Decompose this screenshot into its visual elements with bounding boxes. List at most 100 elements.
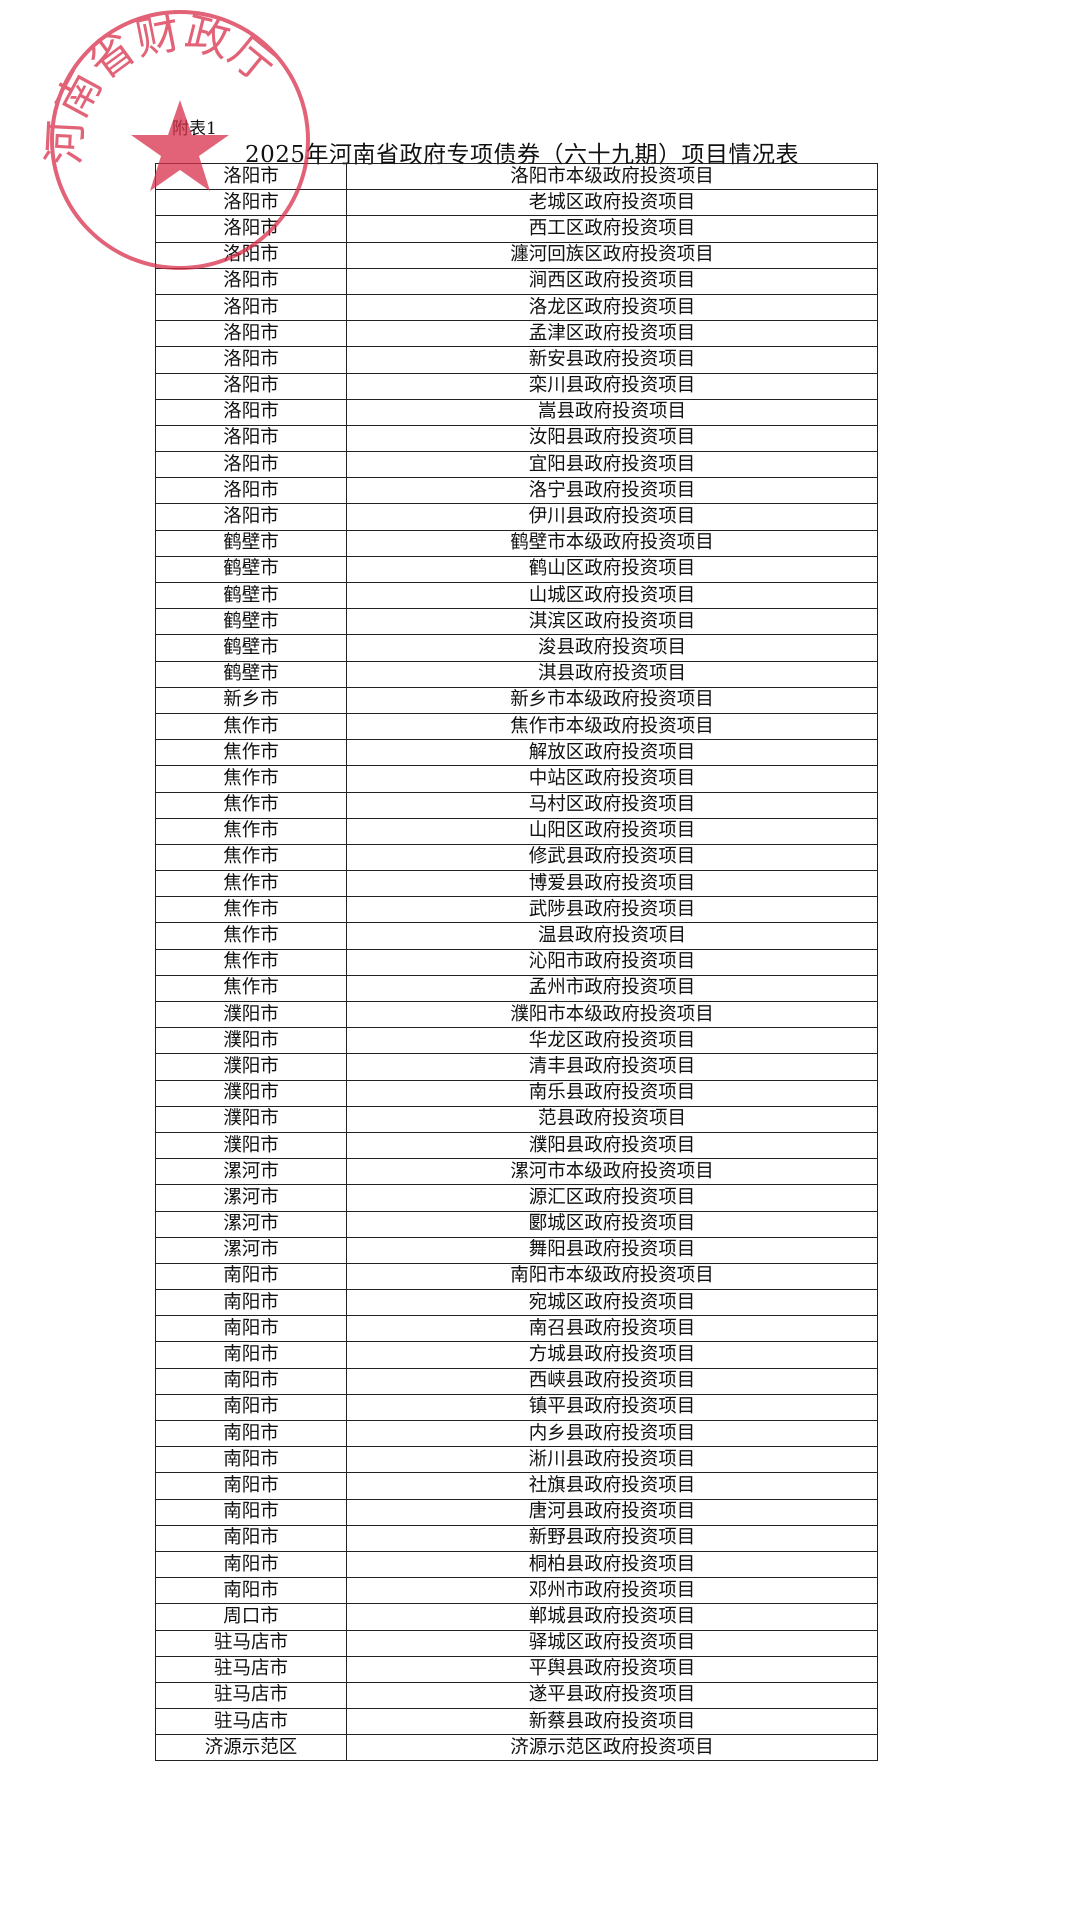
project-cell: 华龙区政府投资项目 (346, 1027, 878, 1055)
table-row: 南阳市 方城县政府投资项目 (155, 1341, 878, 1369)
city-cell: 濮阳市 (155, 1105, 347, 1133)
city-cell: 南阳市 (155, 1289, 347, 1317)
project-cell: 驿城区政府投资项目 (346, 1629, 878, 1657)
project-cell: 浚县政府投资项目 (346, 634, 878, 662)
city-cell: 洛阳市 (155, 162, 347, 191)
city-cell: 洛阳市 (155, 189, 347, 217)
city-cell: 洛阳市 (155, 372, 347, 400)
table-row: 周口市 郸城县政府投资项目 (155, 1603, 878, 1631)
table-row: 洛阳市 洛宁县政府投资项目 (155, 477, 878, 505)
table-row: 南阳市 西峡县政府投资项目 (155, 1367, 878, 1395)
project-cell: 瀍河回族区政府投资项目 (346, 241, 878, 269)
table-row: 漯河市 舞阳县政府投资项目 (155, 1236, 878, 1264)
table-row: 洛阳市 老城区政府投资项目 (155, 189, 878, 217)
table-row: 焦作市 中站区政府投资项目 (155, 765, 878, 793)
annex-label: 附表1 (172, 119, 217, 139)
table-row: 南阳市 新野县政府投资项目 (155, 1524, 878, 1552)
project-cell: 马村区政府投资项目 (346, 791, 878, 819)
table-row: 焦作市 解放区政府投资项目 (155, 739, 878, 767)
city-cell: 焦作市 (155, 765, 347, 793)
table-row: 洛阳市 伊川县政府投资项目 (155, 503, 878, 531)
table-row: 焦作市 武陟县政府投资项目 (155, 896, 878, 924)
table-row: 南阳市 淅川县政府投资项目 (155, 1446, 878, 1474)
city-cell: 濮阳市 (155, 1000, 347, 1029)
city-cell: 南阳市 (155, 1524, 347, 1552)
project-cell: 修武县政府投资项目 (346, 843, 878, 872)
city-cell: 南阳市 (155, 1262, 347, 1291)
table-row: 濮阳市 濮阳县政府投资项目 (155, 1131, 878, 1160)
project-cell: 孟州市政府投资项目 (346, 974, 878, 1003)
project-cell: 濮阳市本级政府投资项目 (346, 1000, 878, 1029)
city-cell: 焦作市 (155, 739, 347, 767)
table-row: 洛阳市 新安县政府投资项目 (155, 346, 878, 374)
city-cell: 焦作市 (155, 922, 347, 950)
city-cell: 焦作市 (155, 712, 347, 741)
project-cell: 平舆县政府投资项目 (346, 1655, 878, 1683)
city-cell: 洛阳市 (155, 241, 347, 269)
city-cell: 南阳市 (155, 1472, 347, 1500)
city-cell: 漯河市 (155, 1158, 347, 1186)
project-cell: 新安县政府投资项目 (346, 346, 878, 374)
table-row: 南阳市 南召县政府投资项目 (155, 1315, 878, 1343)
project-cell: 淅川县政府投资项目 (346, 1446, 878, 1474)
table-row: 洛阳市 涧西区政府投资项目 (155, 267, 878, 295)
city-cell: 鹤壁市 (155, 529, 347, 557)
project-cell: 洛宁县政府投资项目 (346, 477, 878, 505)
city-cell: 焦作市 (155, 896, 347, 924)
city-cell: 濮阳市 (155, 1131, 347, 1160)
table-row: 鹤壁市 淇滨区政府投资项目 (155, 608, 878, 636)
project-cell: 鹤壁市本级政府投资项目 (346, 529, 878, 557)
project-cell: 南召县政府投资项目 (346, 1315, 878, 1343)
table-row: 濮阳市 华龙区政府投资项目 (155, 1027, 878, 1055)
project-cell: 博爱县政府投资项目 (346, 870, 878, 898)
table-row: 焦作市 博爱县政府投资项目 (155, 870, 878, 898)
city-cell: 驻马店市 (155, 1629, 347, 1657)
city-cell: 洛阳市 (155, 215, 347, 243)
city-cell: 南阳市 (155, 1446, 347, 1474)
table-row: 洛阳市 宜阳县政府投资项目 (155, 451, 878, 479)
project-cell: 内乡县政府投资项目 (346, 1419, 878, 1448)
project-cell: 洛阳市本级政府投资项目 (346, 162, 878, 191)
table-row: 驻马店市 新蔡县政府投资项目 (155, 1708, 878, 1736)
project-cell: 南阳市本级政府投资项目 (346, 1262, 878, 1291)
table-row: 洛阳市 孟津区政府投资项目 (155, 320, 878, 348)
project-cell: 濮阳县政府投资项目 (346, 1131, 878, 1160)
project-cell: 清丰县政府投资项目 (346, 1053, 878, 1081)
city-cell: 洛阳市 (155, 293, 347, 322)
project-cell: 宜阳县政府投资项目 (346, 451, 878, 479)
table-row: 焦作市 温县政府投资项目 (155, 922, 878, 950)
table-row: 南阳市 南阳市本级政府投资项目 (155, 1262, 878, 1291)
city-cell: 洛阳市 (155, 503, 347, 531)
project-cell: 栾川县政府投资项目 (346, 372, 878, 400)
city-cell: 鹤壁市 (155, 608, 347, 636)
project-cell: 方城县政府投资项目 (346, 1341, 878, 1369)
city-cell: 漯河市 (155, 1236, 347, 1264)
project-cell: 新野县政府投资项目 (346, 1524, 878, 1552)
table-row: 焦作市 修武县政府投资项目 (155, 843, 878, 872)
table-row: 焦作市 焦作市本级政府投资项目 (155, 712, 878, 741)
project-cell: 济源示范区政府投资项目 (346, 1734, 878, 1762)
city-cell: 鹤壁市 (155, 581, 347, 610)
project-cell: 鹤山区政府投资项目 (346, 555, 878, 584)
table-row: 鹤壁市 山城区政府投资项目 (155, 581, 878, 610)
project-cell: 西峡县政府投资项目 (346, 1367, 878, 1395)
city-cell: 焦作市 (155, 948, 347, 976)
project-cell: 唐河县政府投资项目 (346, 1498, 878, 1526)
table-row: 驻马店市 驿城区政府投资项目 (155, 1629, 878, 1657)
project-cell: 涧西区政府投资项目 (346, 267, 878, 295)
city-cell: 济源示范区 (155, 1734, 347, 1762)
table-row: 焦作市 孟州市政府投资项目 (155, 974, 878, 1003)
table-row: 南阳市 社旗县政府投资项目 (155, 1472, 878, 1500)
table-row: 漯河市 郾城区政府投资项目 (155, 1210, 878, 1238)
project-cell: 西工区政府投资项目 (346, 215, 878, 243)
table-row: 漯河市 漯河市本级政府投资项目 (155, 1158, 878, 1186)
table-row: 新乡市 新乡市本级政府投资项目 (155, 686, 878, 714)
project-cell: 源汇区政府投资项目 (346, 1184, 878, 1212)
table-row: 焦作市 马村区政府投资项目 (155, 791, 878, 819)
project-cell: 淇滨区政府投资项目 (346, 608, 878, 636)
project-cell: 漯河市本级政府投资项目 (346, 1158, 878, 1186)
table-row: 济源示范区 济源示范区政府投资项目 (155, 1734, 878, 1762)
table-row: 南阳市 宛城区政府投资项目 (155, 1289, 878, 1317)
city-cell: 焦作市 (155, 817, 347, 845)
table-row: 濮阳市 清丰县政府投资项目 (155, 1053, 878, 1081)
